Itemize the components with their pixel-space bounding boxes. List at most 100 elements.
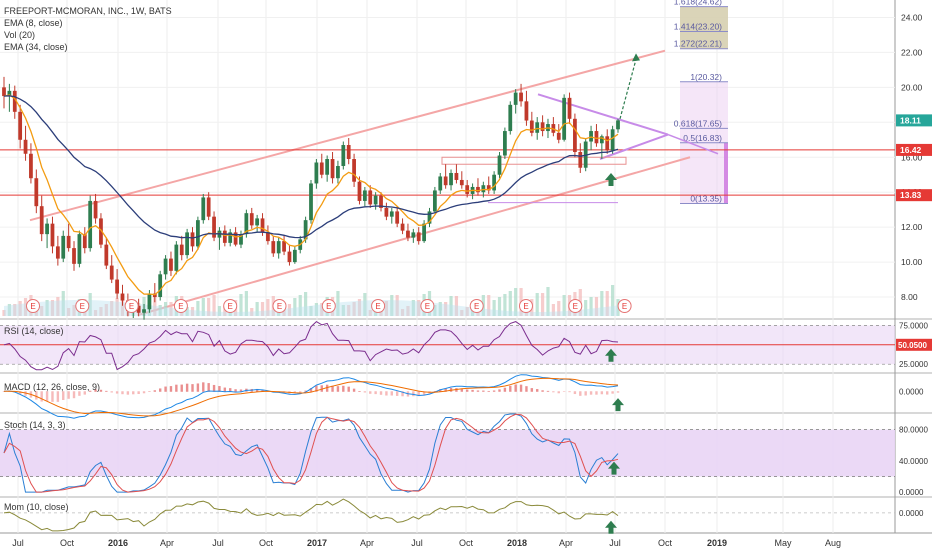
stoch-band [0, 429, 895, 477]
candle-body [535, 122, 540, 133]
volume-bar [115, 298, 119, 316]
rsi-badge-label: 50.0500 [898, 341, 927, 350]
candle-body [395, 211, 400, 224]
volume-bar [417, 300, 421, 316]
candle-body [508, 104, 513, 132]
macd-histogram-bar [83, 391, 86, 395]
candle-body [389, 211, 394, 217]
candle-body [2, 87, 6, 97]
macd-histogram-bar [525, 386, 528, 392]
volume-bar [400, 309, 405, 316]
earnings-marker [321, 299, 336, 313]
mom-tick: 0.0000 [899, 509, 924, 518]
candle-body [610, 129, 615, 151]
candle-body [529, 120, 534, 133]
triangle-lower [599, 133, 669, 160]
volume-bar [390, 295, 394, 316]
triangle-upper [537, 93, 669, 136]
volume-bar [535, 293, 539, 316]
candle-body [45, 223, 49, 235]
volume-bar [298, 295, 302, 316]
candle-body [77, 234, 82, 264]
macd-histogram-bar [121, 391, 124, 395]
candle-body [454, 172, 459, 180]
main-pane-labels: FREEPORT-MCMORAN, INC., 1W, BATS EMA (8,… [4, 5, 172, 53]
candle-body [481, 185, 486, 193]
earnings-marker-label: E [326, 302, 331, 311]
volume-bar [460, 310, 464, 316]
candle-body [109, 265, 114, 280]
macd-histogram-bar [568, 391, 571, 393]
macd-histogram-bar [390, 391, 393, 396]
fib-box-extension [680, 6, 728, 49]
macd-histogram-bar [595, 391, 598, 395]
macd-histogram-bar [412, 391, 415, 397]
volume-bar [487, 295, 491, 316]
macd-histogram-bar [482, 390, 485, 392]
volume-bar [352, 302, 356, 316]
price-badge [896, 114, 932, 127]
macd-histogram-bar [336, 386, 340, 392]
volume-bar [341, 305, 345, 316]
candle-body [540, 122, 545, 132]
candle-body [524, 101, 529, 121]
stoch-tick: 40.0000 [899, 457, 928, 466]
macd-histogram-bar [465, 389, 469, 392]
macd-histogram-bar [331, 385, 334, 392]
volume-bar [40, 306, 44, 316]
fib-level-label: 0.618(17.65) [674, 118, 722, 128]
candle-body [282, 241, 286, 252]
candle-body [93, 200, 98, 219]
volume-bar [562, 295, 566, 316]
candle-body [179, 244, 184, 256]
x-tick-label: Apr [559, 538, 573, 548]
macd-histogram-bar [379, 391, 383, 395]
macd-histogram-bar [169, 386, 173, 392]
ema-fast-label: EMA (8, close) [4, 18, 63, 28]
consolidation-box [441, 156, 627, 165]
earnings-marker-label: E [474, 302, 479, 311]
candle-body [503, 131, 507, 156]
candle-body [255, 218, 260, 226]
volume-bar [56, 297, 60, 316]
candle-body [492, 174, 497, 191]
x-tick-label: 2016 [108, 538, 128, 548]
volume-bar [347, 305, 351, 316]
x-tick-label: Jul [411, 538, 423, 548]
candle-body [287, 251, 292, 263]
volume-bar [357, 299, 362, 316]
volume-bar [551, 304, 555, 316]
ema-slow-label: EMA (34, close) [4, 42, 68, 52]
candle-body [513, 92, 518, 105]
candle-body [163, 258, 168, 275]
macd-histogram-bar [132, 391, 135, 395]
candle-body [249, 213, 254, 226]
candle-body [88, 200, 93, 249]
earnings-marker [272, 299, 287, 313]
earnings-marker [75, 299, 90, 313]
x-tick-label: Apr [160, 538, 174, 548]
volume-bar [546, 287, 550, 316]
macd-histogram-bar [45, 391, 49, 402]
volume-bar [540, 293, 545, 316]
candle-body [169, 258, 173, 271]
volume-bar [212, 295, 216, 316]
candle-body [222, 230, 227, 243]
volume-bar [406, 306, 410, 316]
macd-histogram-bar [589, 391, 593, 395]
macd-histogram-bar [369, 391, 372, 394]
price-badge-label: 16.42 [900, 145, 922, 155]
y-tick-label: 20.00 [901, 82, 923, 92]
x-tick-label: Aug [825, 538, 841, 548]
y-tick-label: 16.00 [901, 152, 923, 162]
macd-histogram-bar [315, 385, 318, 392]
earnings-marker-label: E [228, 302, 233, 311]
macd-histogram-bar [498, 389, 501, 392]
volume-bar [384, 301, 389, 316]
candle-body [497, 155, 502, 175]
candle-body [55, 246, 60, 259]
earnings-marker [420, 299, 435, 313]
candle-body [309, 183, 313, 221]
candle-body [519, 92, 523, 102]
